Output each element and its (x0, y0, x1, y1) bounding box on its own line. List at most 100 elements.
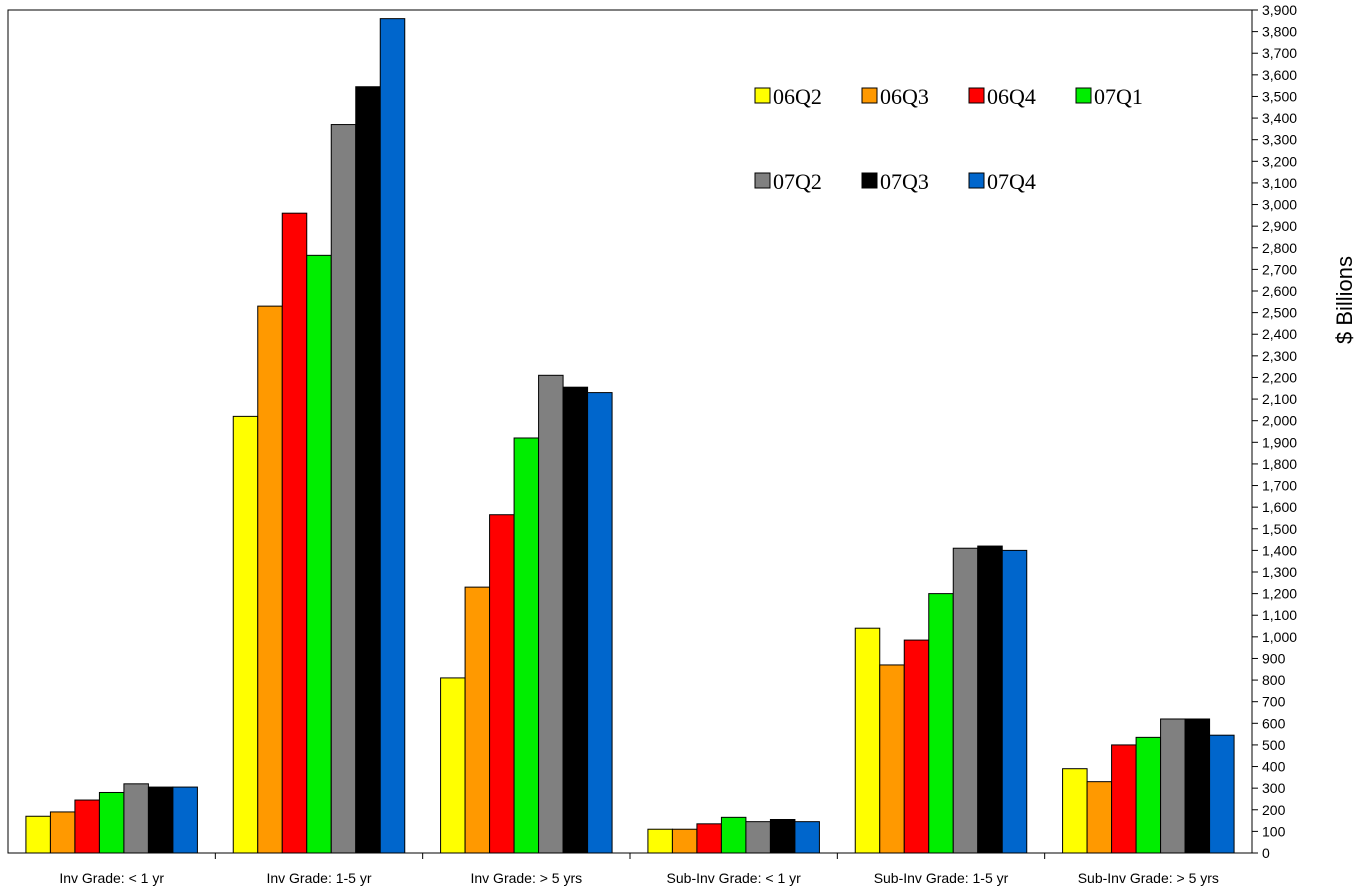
y-tick-label: 1,600 (1262, 499, 1297, 515)
bar-06Q3-3 (671, 828, 698, 854)
y-tick-label: 1,000 (1262, 629, 1297, 645)
plot-frame (7, 9, 1253, 854)
legend-label-06Q2: 06Q2 (773, 84, 822, 109)
legend-swatch-06Q2 (754, 87, 771, 104)
x-axis: Inv Grade: < 1 yr Inv Grade: 1-5 yr Inv Gr… (59, 853, 1219, 886)
legend: 06Q2 06Q3 06Q4 07Q1 07Q2 07Q3 07Q4 (754, 84, 1143, 194)
bar-06Q4-4 (903, 639, 930, 854)
y-tick-label: 2,700 (1262, 261, 1297, 277)
bar-07Q3-5 (1184, 718, 1211, 854)
legend-swatch-07Q1 (1075, 87, 1092, 104)
bar-07Q2-5 (1160, 718, 1186, 854)
legend-swatch-07Q2 (754, 172, 771, 189)
y-tick-label: 0 (1262, 845, 1270, 861)
bar-06Q2-1 (232, 415, 259, 854)
legend-swatch-07Q3 (861, 172, 878, 189)
bar-07Q1-4 (928, 593, 954, 854)
y-tick-label: 2,500 (1262, 305, 1297, 321)
y-tick-label: 2,800 (1262, 240, 1297, 256)
y-tick-label: 3,800 (1262, 24, 1297, 40)
y-tick-label: 2,000 (1262, 413, 1297, 429)
y-axis-label: $ Billions (1332, 256, 1357, 344)
y-tick-label: 3,400 (1262, 110, 1297, 126)
bar-07Q4-4 (1001, 549, 1028, 854)
bar-06Q3-4 (879, 664, 905, 854)
y-tick-label: 2,100 (1262, 391, 1297, 407)
y-tick-label: 200 (1262, 802, 1286, 818)
y-tick-label: 1,100 (1262, 607, 1297, 623)
bar-06Q3-1 (257, 305, 283, 854)
bar-07Q4-0 (172, 786, 198, 854)
bar-07Q1-5 (1135, 736, 1162, 854)
legend-label-07Q1: 07Q1 (1094, 84, 1143, 109)
legend-label-07Q3: 07Q3 (880, 169, 929, 194)
y-tick-label: 900 (1262, 650, 1286, 666)
y-tick-label: 3,300 (1262, 132, 1297, 148)
x-category-label: Inv Grade: < 1 yr (59, 870, 164, 886)
bar-06Q4-3 (696, 823, 722, 854)
y-tick-label: 3,000 (1262, 197, 1297, 213)
y-tick-label: 1,200 (1262, 586, 1297, 602)
bar-07Q1-0 (98, 791, 125, 854)
y-tick-label: 500 (1262, 737, 1286, 753)
bar-06Q4-0 (74, 799, 100, 854)
legend-swatch-06Q3 (861, 87, 878, 104)
plot-area-border (7, 9, 1253, 854)
legend-label-07Q2: 07Q2 (773, 169, 822, 194)
bar-06Q4-1 (281, 212, 308, 854)
bar-06Q4-2 (489, 514, 515, 854)
bars-group (25, 18, 1235, 854)
y-tick-label: 700 (1262, 694, 1286, 710)
legend-label-06Q4: 06Q4 (987, 84, 1036, 109)
bar-07Q4-1 (379, 18, 406, 854)
legend-swatch-07Q4 (968, 172, 985, 189)
x-category-label: Inv Grade: 1-5 yr (266, 870, 371, 886)
bar-07Q1-1 (306, 254, 332, 854)
x-category-label: Sub-Inv Grade: < 1 yr (667, 870, 802, 886)
x-category-label: Sub-Inv Grade: 1-5 yr (874, 870, 1009, 886)
legend-label-06Q3: 06Q3 (880, 84, 929, 109)
y-tick-label: 600 (1262, 715, 1286, 731)
bar-06Q2-2 (440, 677, 466, 854)
x-category-label: Inv Grade: > 5 yrs (470, 870, 582, 886)
bar-07Q4-5 (1209, 734, 1235, 854)
bar-06Q4-5 (1111, 744, 1137, 854)
bar-06Q3-5 (1086, 781, 1113, 854)
y-tick-label: 3,600 (1262, 67, 1297, 83)
y-tick-label: 1,500 (1262, 521, 1297, 537)
bar-07Q2-3 (745, 821, 771, 854)
bar-07Q3-4 (977, 545, 1003, 854)
y-tick-label: 1,400 (1262, 542, 1297, 558)
bar-07Q1-2 (513, 437, 540, 854)
bar-06Q2-0 (25, 815, 51, 854)
bar-07Q3-2 (562, 386, 589, 854)
bar-07Q3-0 (147, 786, 174, 854)
bar-07Q1-3 (720, 816, 747, 854)
y-tick-label: 300 (1262, 780, 1286, 796)
y-tick-label: 3,900 (1262, 2, 1297, 18)
bar-06Q2-5 (1062, 768, 1088, 854)
bar-07Q2-4 (952, 547, 979, 854)
y-tick-label: 3,500 (1262, 88, 1297, 104)
y-tick-label: 2,600 (1262, 283, 1297, 299)
y-tick-label: 400 (1262, 759, 1286, 775)
bar-07Q4-3 (794, 821, 820, 854)
x-category-label: Sub-Inv Grade: > 5 yrs (1078, 870, 1219, 886)
y-axis: 0 100 200 300 400 500 600 700 800 900 1,000 1,100 1,… (1252, 2, 1297, 861)
bar-07Q2-0 (123, 783, 149, 854)
bar-06Q3-0 (49, 811, 76, 854)
legend-label-07Q4: 07Q4 (987, 169, 1036, 194)
y-tick-label: 2,200 (1262, 369, 1297, 385)
y-tick-label: 1,700 (1262, 478, 1297, 494)
y-tick-label: 2,900 (1262, 218, 1297, 234)
y-tick-label: 3,200 (1262, 153, 1297, 169)
legend-swatch-06Q4 (968, 87, 985, 104)
bar-06Q2-4 (854, 627, 881, 854)
y-tick-label: 3,700 (1262, 45, 1297, 61)
y-tick-label: 2,400 (1262, 326, 1297, 342)
bar-07Q2-2 (538, 374, 564, 854)
bar-07Q2-1 (330, 124, 357, 854)
y-tick-label: 1,800 (1262, 456, 1297, 472)
y-tick-label: 1,300 (1262, 564, 1297, 580)
